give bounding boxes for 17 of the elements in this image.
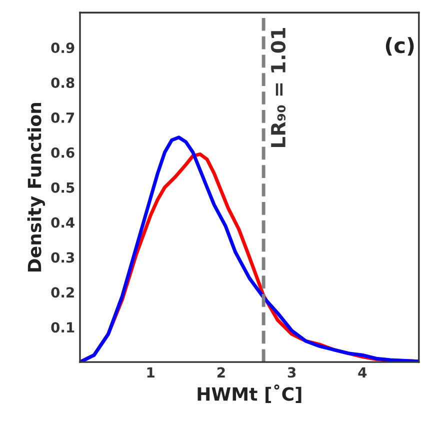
annotation: LR₉₀ = 1.01 <box>270 28 286 148</box>
y-tick-label: 0.1 <box>51 322 74 333</box>
x-tick-label: 2 <box>217 367 225 378</box>
y-tick-label: 0.7 <box>51 112 74 123</box>
y-tick-label: 0.3 <box>51 252 74 263</box>
y-tick-label: 0.9 <box>51 42 74 54</box>
annotation: (c) <box>386 37 414 56</box>
y-tick-label: 0.6 <box>51 147 74 158</box>
y-tick-label: 0.4 <box>51 217 74 228</box>
y-tick-label: 0.2 <box>51 287 74 298</box>
y-tick-label: 0.5 <box>51 182 74 193</box>
x-tick-label: 3 <box>288 367 296 378</box>
y-axis-title: Density Function <box>27 102 45 272</box>
x-axis-title: HWMt [˚C] <box>198 384 302 403</box>
x-tick-label: 1 <box>147 367 154 378</box>
y-tick-label: 0.8 <box>51 77 74 88</box>
x-tick-label: 4 <box>358 367 367 378</box>
